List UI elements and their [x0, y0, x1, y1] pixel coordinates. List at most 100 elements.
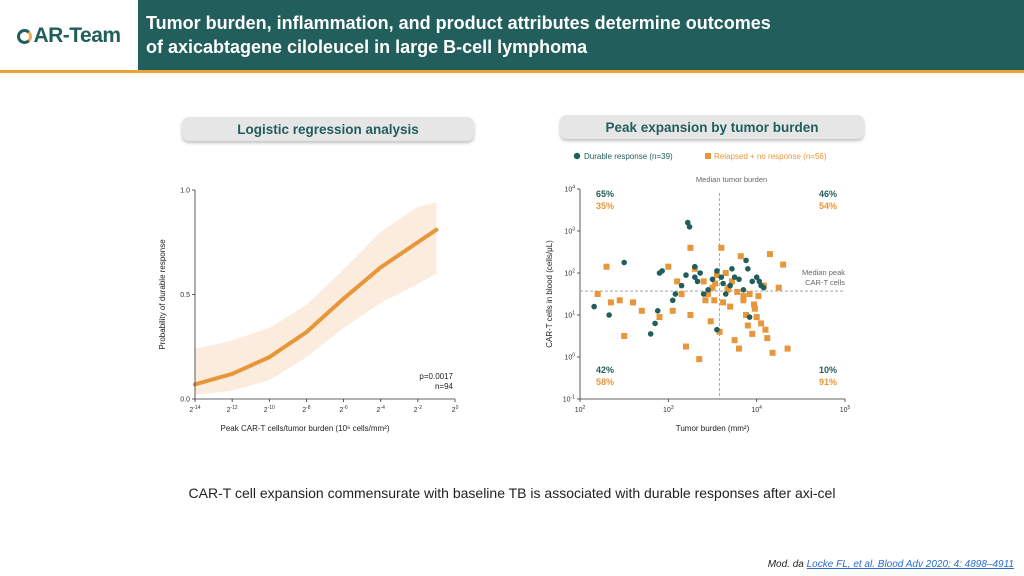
- y-tick-label: 0.0: [180, 397, 190, 404]
- relapsed-point: [716, 328, 723, 335]
- durable-point: [743, 257, 749, 264]
- durable-point: [647, 331, 654, 337]
- durable-point: [684, 219, 691, 226]
- durable-point: [700, 291, 707, 297]
- right-panel-title: Peak expansion by tumor burden: [560, 115, 864, 139]
- reference: Mod. da Locke FL, et al. Blood Adv 2020;…: [768, 559, 1014, 570]
- quadrant-top-left-relapsed: 35%: [596, 201, 614, 211]
- y-tick-label: 103: [564, 227, 575, 236]
- relapsed-point: [740, 293, 747, 300]
- relapsed-point: [775, 284, 782, 291]
- durable-point: [729, 266, 735, 272]
- logo-text: AR-Team: [33, 24, 121, 47]
- relapsed-point: [669, 307, 676, 314]
- x-tick-label: 102: [575, 405, 586, 414]
- durable-point: [652, 320, 658, 327]
- relapsed-point: [734, 288, 741, 295]
- durable-point: [720, 280, 726, 287]
- relapsed-point: [724, 286, 731, 293]
- durable-point: [709, 276, 716, 283]
- x-tick-label: 2-10: [264, 405, 275, 414]
- y-tick-label: 10-1: [563, 395, 575, 404]
- reference-link[interactable]: Locke FL, et al. Blood Adv 2020; 4: 4898…: [806, 559, 1014, 570]
- x-tick-label: 20: [452, 405, 459, 414]
- quadrant-bottom-left-durable: 42%: [596, 365, 614, 375]
- relapsed-point: [709, 284, 716, 291]
- durable-point: [731, 274, 738, 280]
- regression-line: [193, 227, 439, 387]
- reference-prefix: Mod. da: [767, 559, 807, 570]
- relapsed-point: [727, 303, 734, 310]
- relapsed-point: [749, 330, 756, 337]
- relapsed-point: [678, 291, 685, 297]
- confidence-band: [195, 202, 437, 395]
- y-tick-label: 0.5: [180, 292, 190, 299]
- legend-label-durable: Durable response (n=39): [584, 152, 673, 161]
- durable-point: [714, 268, 720, 274]
- x-tick-label: 103: [663, 405, 674, 414]
- n-annotation: n=94: [435, 382, 454, 391]
- relapsed-point: [705, 291, 712, 297]
- relapsed-point: [711, 297, 718, 304]
- median-peak-label-line-2: CAR-T cells: [805, 278, 845, 287]
- left-panel-title: Logistic regression analysis: [182, 117, 474, 141]
- page-title-line-1: Tumor burden, inflammation, and product …: [146, 13, 771, 33]
- durable-point: [659, 268, 665, 274]
- relapsed-point: [780, 261, 787, 268]
- x-tick-label: 2-2: [414, 405, 423, 414]
- durable-point: [686, 224, 693, 230]
- y-tick-label: 101: [564, 311, 575, 320]
- legend-label-relapsed: Relapsed + no response (n=56): [714, 152, 827, 161]
- relapsed-point: [764, 335, 771, 342]
- quadrant-top-right-relapsed: 54%: [819, 201, 837, 211]
- durable-point: [746, 314, 753, 320]
- relapsed-point: [755, 293, 762, 300]
- durable-point: [621, 259, 627, 266]
- relapsed-point: [722, 270, 729, 276]
- relapsed-point: [728, 278, 735, 285]
- x-tick-label: 2-14: [189, 405, 200, 414]
- relapsed-point: [769, 349, 776, 356]
- relapsed-point: [712, 280, 719, 287]
- relapsed-point: [702, 297, 709, 304]
- durable-point: [678, 282, 685, 289]
- y-tick-label: 1.0: [180, 188, 190, 195]
- legend-marker-relapsed: [705, 153, 711, 159]
- relapsed-point: [751, 301, 758, 308]
- durable-point: [591, 303, 597, 310]
- header-bar: AR-Team Tumor burden, inflammation, and …: [0, 0, 1024, 73]
- durable-point: [718, 274, 725, 280]
- x-axis-label: Peak CAR-T cells/tumor burden (10⁶ cells…: [221, 424, 390, 433]
- relapsed-point: [665, 263, 672, 270]
- relapsed-point: [751, 305, 758, 312]
- relapsed-point: [687, 244, 694, 251]
- x-tick-label: 2-12: [227, 405, 238, 414]
- durable-point: [753, 274, 760, 280]
- relapsed-point: [687, 312, 694, 318]
- durable-point: [760, 284, 767, 291]
- relapsed-point: [696, 356, 703, 363]
- y-tick-label: 102: [564, 269, 575, 278]
- x-tick-label: 105: [840, 405, 851, 414]
- durable-point: [672, 291, 679, 297]
- relapsed-point: [630, 299, 636, 306]
- relapsed-point: [700, 278, 707, 285]
- durable-point: [756, 278, 763, 285]
- peak-expansion-chart: Durable response (n=39) Relapsed + no res…: [545, 152, 851, 433]
- durable-point: [694, 278, 701, 285]
- y-axis-label: Probability of durable response: [158, 239, 167, 350]
- x-axis-label: Tumor burden (mm²): [676, 424, 750, 433]
- relapsed-point: [720, 299, 727, 306]
- relapsed-point: [784, 345, 791, 352]
- relapsed-point: [758, 320, 765, 327]
- durable-point: [669, 297, 676, 304]
- quadrant-bottom-right-relapsed: 91%: [819, 377, 837, 387]
- relapsed-point: [603, 263, 610, 270]
- durable-point: [727, 282, 733, 289]
- relapsed-point: [621, 333, 628, 339]
- logistic-regression-chart: 0.0 0.5 1.0 2-14 2-12 2-10 2-8 2-6 2-4 2-2 20 Peak …: [158, 188, 459, 434]
- relapsed-point: [674, 278, 681, 285]
- durable-point: [683, 272, 689, 278]
- durable-point: [736, 276, 742, 283]
- relapsed-point: [743, 312, 750, 318]
